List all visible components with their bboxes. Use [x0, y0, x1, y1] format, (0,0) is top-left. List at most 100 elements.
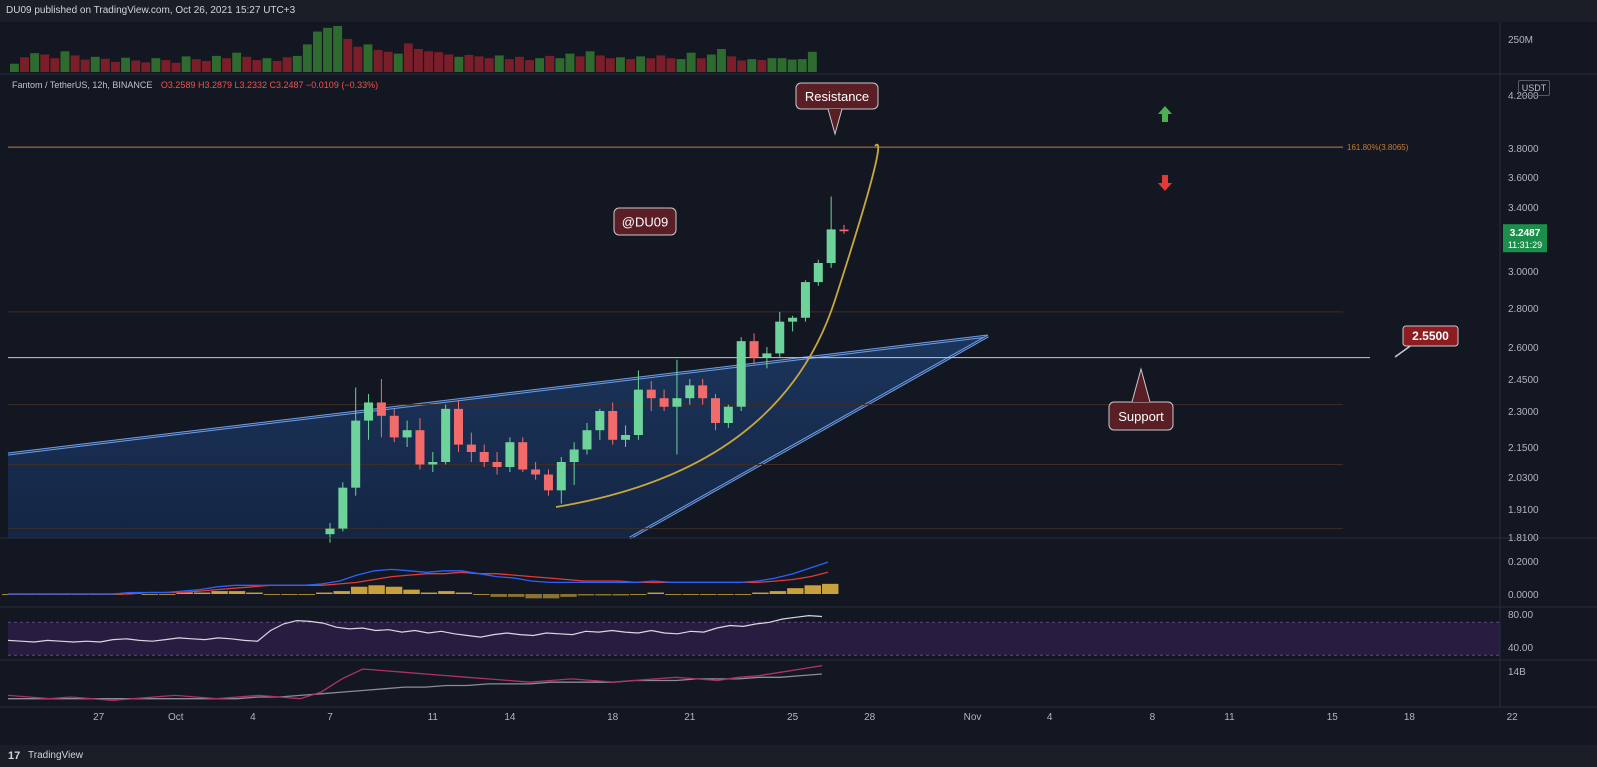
- volume-bar: [585, 51, 595, 72]
- candle-down: [415, 430, 425, 465]
- rsi-pane: 80.00 40.00: [7, 610, 1533, 656]
- candle-up: [672, 398, 682, 407]
- macd-histogram-bar: [595, 594, 612, 596]
- macd-histogram-bar: [176, 592, 193, 594]
- channel-upper-line-core: [7, 335, 989, 455]
- volume-bar: [424, 51, 433, 72]
- candle-up: [325, 528, 335, 535]
- brand-name: TradingView: [28, 750, 84, 761]
- volume-bar: [302, 44, 312, 72]
- fib-extension-label: 161.80%(3.8065): [1347, 143, 1409, 152]
- volume-bar: [575, 56, 585, 72]
- candle-down: [376, 402, 386, 416]
- volume-bar: [626, 59, 635, 72]
- volume-bar: [797, 59, 807, 72]
- macd-histogram-bar: [316, 592, 333, 594]
- annotations: Resistance Support @DU09: [613, 82, 1174, 431]
- time-tick: 7: [327, 712, 333, 723]
- candle-up: [428, 462, 438, 465]
- candle-up: [621, 435, 631, 440]
- volume-bar: [171, 62, 181, 72]
- volume-bar: [616, 57, 625, 72]
- support-price-box: [1402, 325, 1459, 347]
- volume-bar: [464, 54, 474, 72]
- time-tick: 21: [684, 712, 696, 723]
- resistance-callout-label: Resistance: [805, 89, 869, 104]
- volume-bar: [414, 49, 423, 72]
- candle-down: [711, 398, 720, 423]
- macd-histogram-bar: [560, 594, 577, 597]
- volume-bar: [222, 58, 231, 72]
- macd-histogram-bar: [455, 592, 473, 594]
- channel-lower-line-core: [629, 335, 989, 539]
- volume-bar: [373, 49, 383, 72]
- macd-histogram-bar: [525, 594, 542, 599]
- volume-bar: [757, 60, 767, 72]
- time-tick: 11: [428, 712, 439, 723]
- macd-histogram-bar: [246, 592, 263, 594]
- volume-bar: [656, 55, 666, 72]
- volume-bar: [646, 58, 656, 72]
- volume-bar: [40, 54, 50, 72]
- chart-canvas[interactable]: 250M 161.80%(3.8065) 2.5500 3.248711:31:2…: [0, 22, 1597, 745]
- macd-histogram-bar: [699, 594, 717, 595]
- volume-bar: [212, 55, 221, 72]
- volume-bar: [70, 55, 80, 72]
- macd-tick: 0.0000: [1508, 590, 1539, 601]
- candle-down: [531, 469, 541, 475]
- volume-bar: [767, 58, 777, 72]
- volume-bar: [323, 27, 332, 72]
- volume-pane: 250M: [10, 26, 1533, 72]
- macd-histogram-bar: [368, 585, 385, 594]
- volume-bar: [232, 52, 242, 72]
- macd-histogram-bar: [822, 583, 839, 594]
- volume-bar: [717, 49, 726, 72]
- volume-bar: [191, 59, 201, 72]
- macd-histogram-bar: [769, 591, 787, 594]
- price-scale-unit[interactable]: USDT: [1518, 80, 1550, 96]
- time-tick: 18: [607, 712, 619, 723]
- candle-down: [698, 385, 708, 399]
- price-tick: 2.3000: [1508, 407, 1539, 418]
- candle-up: [569, 449, 579, 462]
- macd-histogram-bar: [717, 594, 734, 595]
- volume-bar: [504, 59, 514, 72]
- time-tick: Nov: [964, 712, 982, 723]
- axes: 4.2000 3.8000 3.6000 3.4000 3.0000 2.8000 2.60…: [0, 22, 1597, 723]
- candle-down: [543, 474, 553, 491]
- volume-bar: [787, 59, 797, 72]
- candle-up: [633, 389, 643, 435]
- volume-bar: [282, 57, 292, 72]
- candle-down: [492, 462, 502, 467]
- volume-bar: [201, 60, 211, 72]
- volume-bar: [363, 44, 373, 72]
- candle-up: [813, 263, 823, 283]
- volume-bar: [30, 53, 40, 72]
- candle-up: [364, 402, 374, 421]
- current-price-badge: [1503, 224, 1547, 253]
- macd-histogram-bar: [385, 586, 403, 594]
- volume-bar: [444, 54, 454, 72]
- macd-histogram-bar: [263, 594, 281, 595]
- arrow-down-icon: [1158, 175, 1172, 191]
- volume-bar: [494, 55, 504, 72]
- macd-histogram-bar: [787, 588, 804, 594]
- volume-bar: [272, 60, 282, 72]
- macd-histogram-bar: [211, 591, 228, 594]
- volume-bar: [696, 58, 706, 72]
- volume-bar: [292, 55, 302, 72]
- candle-up: [402, 430, 412, 438]
- candle-up: [762, 353, 772, 358]
- published-text: DU09 published on TradingView.com, Oct 2…: [6, 5, 296, 16]
- obv-tick: 14B: [1508, 667, 1526, 678]
- volume-bar: [403, 43, 413, 72]
- candle-up: [505, 442, 515, 467]
- volume-bar: [747, 59, 757, 72]
- volume-bar: [333, 26, 343, 72]
- price-tick: 2.1500: [1508, 443, 1539, 454]
- price-tick: 1.9100: [1508, 505, 1539, 516]
- published-bar: DU09 published on TradingView.com, Oct 2…: [0, 0, 1597, 22]
- volume-bar: [595, 55, 605, 72]
- macd-histogram-bar: [350, 586, 368, 594]
